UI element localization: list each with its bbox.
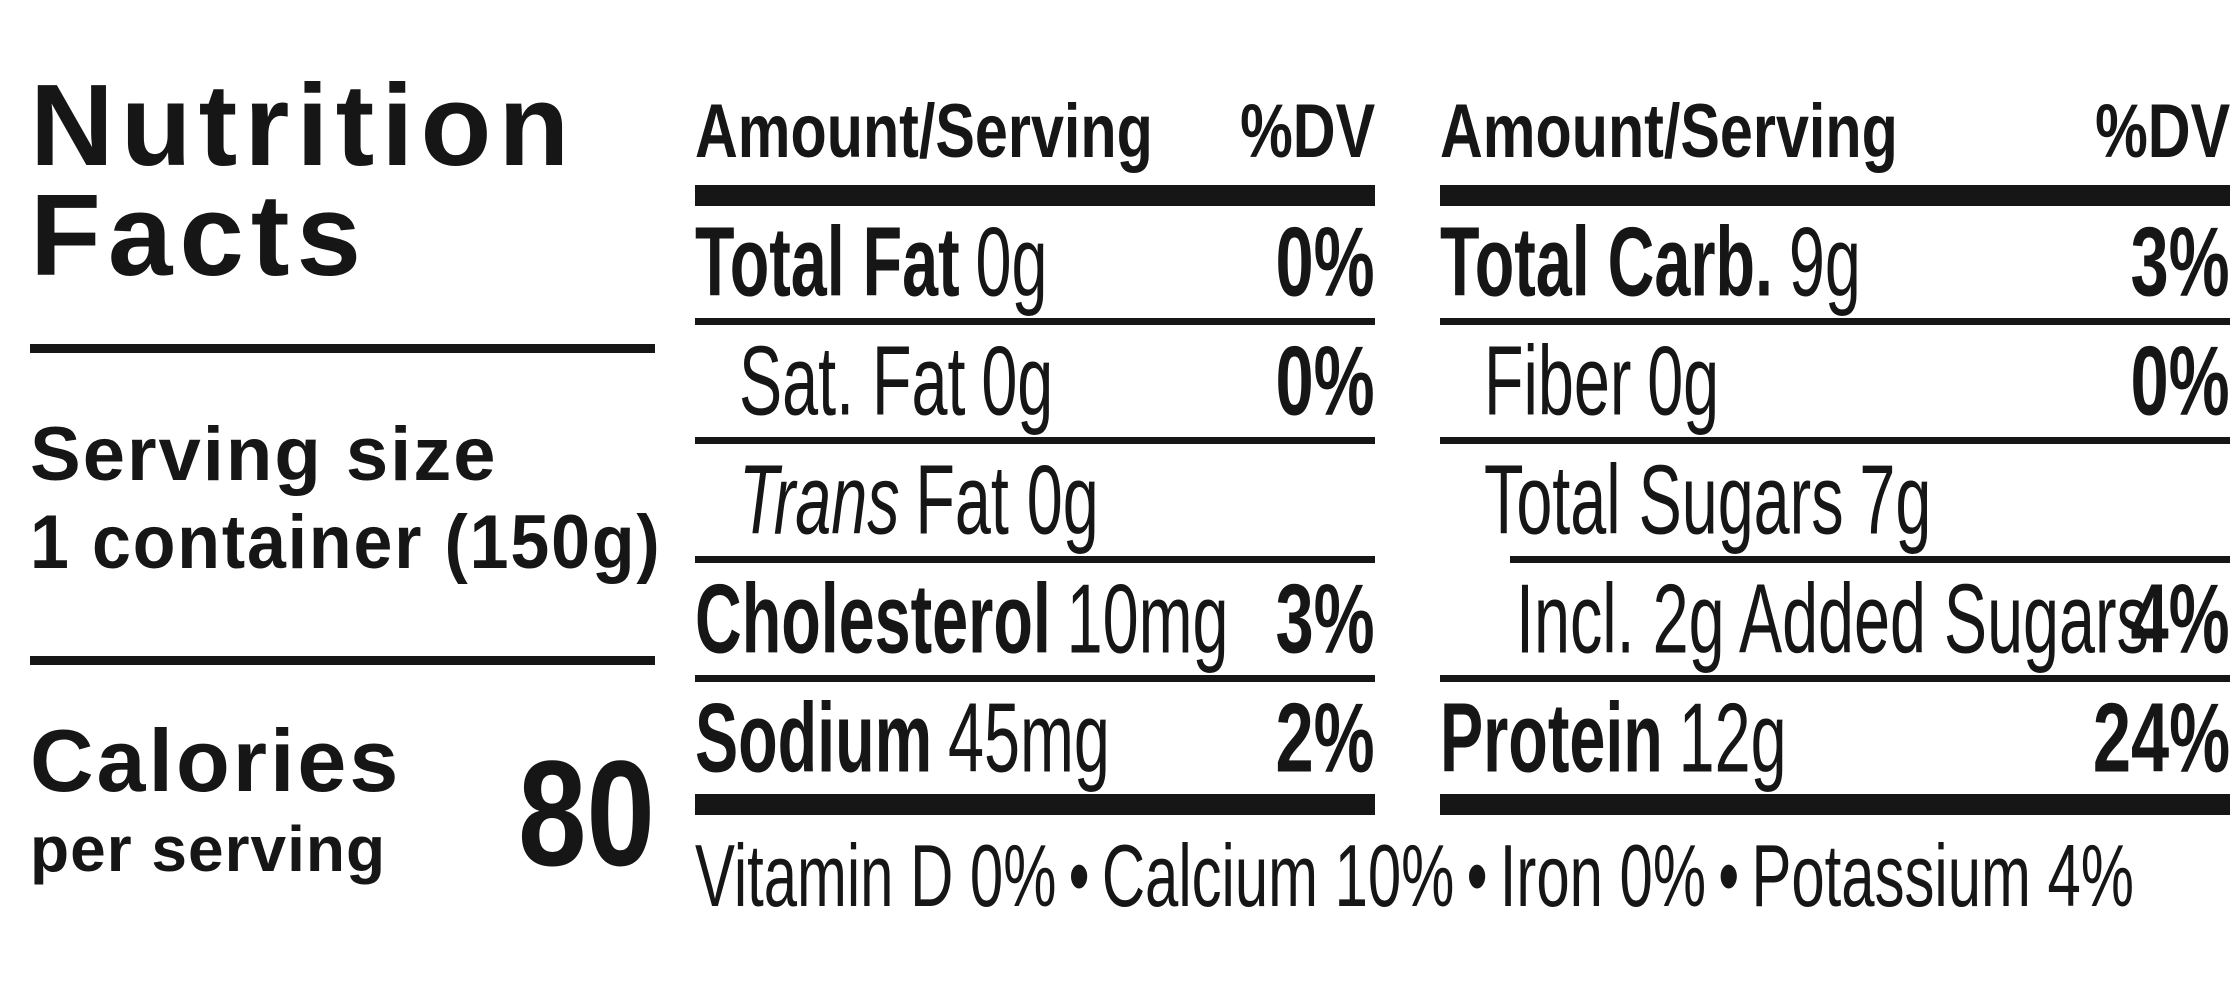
column-header: Amount/Serving %DV bbox=[695, 89, 1375, 175]
divider-thin bbox=[695, 556, 1375, 563]
nutrient-dv: 2% bbox=[1275, 682, 1375, 793]
amount-serving-header: Amount/Serving bbox=[1440, 89, 1898, 174]
nutrient-amount: 0g bbox=[981, 325, 1054, 436]
row-fiber: Fiber 0g 0% bbox=[1440, 325, 2230, 437]
footer-bar bbox=[695, 794, 1375, 815]
row-added-sugars: Incl. 2g Added Sugars 4% bbox=[1440, 563, 2230, 675]
row-sat-fat: Sat. Fat 0g 0% bbox=[695, 325, 1375, 437]
nutrient-dv: 0% bbox=[2130, 325, 2230, 436]
dv-header: %DV bbox=[1239, 89, 1375, 174]
serving-size-value: 1 container (150g) bbox=[30, 499, 662, 585]
nutrient-amount: 10mg bbox=[1066, 563, 1229, 674]
nutrient-column-fats: Amount/Serving %DV Total Fat 0g 0% Sat. F… bbox=[695, 89, 1375, 815]
column-header: Amount/Serving %DV bbox=[1440, 89, 2230, 175]
nutrient-amount: 0g bbox=[1647, 325, 1720, 436]
nutrient-name: Sodium bbox=[695, 682, 933, 793]
nutrient-dv: 0% bbox=[1275, 325, 1375, 436]
nutrient-name: Cholesterol bbox=[695, 563, 1051, 674]
calories-sublabel: per serving bbox=[30, 813, 387, 886]
serving-size-label: Serving size bbox=[30, 412, 498, 498]
nutrient-name: Incl. 2g Added Sugars bbox=[1516, 563, 2149, 674]
divider-thin bbox=[1440, 675, 2230, 682]
bullet-separator: • bbox=[1466, 826, 1488, 925]
row-cholesterol: Cholesterol 10mg 3% bbox=[695, 563, 1375, 675]
nutrient-column-carbs: Amount/Serving %DV Total Carb. 9g 3% Fibe… bbox=[1440, 89, 2230, 815]
nutrient-name: Sat. Fat bbox=[739, 325, 966, 436]
row-total-fat: Total Fat 0g 0% bbox=[695, 206, 1375, 318]
nutrient-amount: 45mg bbox=[947, 682, 1110, 793]
nutrient-name: Fiber bbox=[1484, 325, 1632, 436]
nutrient-amount: 9g bbox=[1788, 206, 1861, 317]
nutrient-dv: 3% bbox=[1275, 563, 1375, 674]
micronutrients-row: Vitamin D 0% • Calcium 10% • Iron 0% • Potassi… bbox=[695, 826, 2232, 925]
divider-thin bbox=[695, 318, 1375, 325]
row-total-sugars: Total Sugars 7g bbox=[1440, 444, 2230, 556]
left-panel: Nutrition Facts Serving size 1 container… bbox=[30, 0, 660, 898]
divider-thin bbox=[695, 675, 1375, 682]
nutrient-name: Total Sugars bbox=[1484, 444, 1844, 555]
nutrient-amount: 12g bbox=[1678, 682, 1787, 793]
title-line-1: Nutrition bbox=[30, 60, 577, 190]
potassium-value: Potassium 4% bbox=[1751, 826, 2134, 925]
dv-header: %DV bbox=[2094, 89, 2230, 174]
divider-thin bbox=[1440, 318, 2230, 325]
divider bbox=[30, 344, 655, 354]
divider-thin bbox=[1440, 437, 2230, 444]
vitamin-d-value: Vitamin D 0% bbox=[695, 826, 1057, 925]
nutrient-dv: 0% bbox=[1275, 206, 1375, 317]
page-title: Nutrition Facts bbox=[30, 60, 655, 301]
calcium-value: Calcium 10% bbox=[1101, 826, 1455, 925]
row-total-carb: Total Carb. 9g 3% bbox=[1440, 206, 2230, 318]
title-line-2: Facts bbox=[30, 170, 369, 301]
bullet-separator: • bbox=[1068, 826, 1090, 925]
nutrient-name: Trans bbox=[739, 444, 900, 555]
nutrient-amount: Fat 0g bbox=[915, 444, 1099, 555]
nutrient-amount: 7g bbox=[1859, 444, 1932, 555]
calories-block: Calories per serving 80 bbox=[30, 711, 655, 898]
nutrient-dv: 4% bbox=[2130, 563, 2230, 674]
footer-bar bbox=[1440, 794, 2230, 815]
header-bar bbox=[1440, 185, 2230, 206]
row-trans-fat: Trans Fat 0g bbox=[695, 444, 1375, 556]
header-bar bbox=[695, 185, 1375, 206]
calories-labels: Calories per serving bbox=[30, 711, 402, 886]
calories-value: 80 bbox=[518, 729, 655, 898]
divider-thin bbox=[695, 437, 1375, 444]
nutrient-dv: 24% bbox=[2092, 682, 2230, 793]
nutrient-name: Total Fat bbox=[695, 206, 960, 317]
row-sodium: Sodium 45mg 2% bbox=[695, 682, 1375, 794]
nutrient-dv: 3% bbox=[2130, 206, 2230, 317]
nutrient-name: Protein bbox=[1440, 682, 1663, 793]
amount-serving-header: Amount/Serving bbox=[695, 89, 1153, 174]
calories-label: Calories bbox=[30, 711, 402, 811]
nutrient-amount: 0g bbox=[975, 206, 1048, 317]
iron-value: Iron 0% bbox=[1499, 826, 1707, 925]
nutrient-name: Total Carb. bbox=[1440, 206, 1774, 317]
serving-size-block: Serving size 1 container (150g) bbox=[30, 411, 660, 586]
bullet-separator: • bbox=[1718, 826, 1740, 925]
divider bbox=[30, 656, 655, 666]
divider-thin-indented bbox=[1510, 556, 2230, 563]
row-protein: Protein 12g 24% bbox=[1440, 682, 2230, 794]
